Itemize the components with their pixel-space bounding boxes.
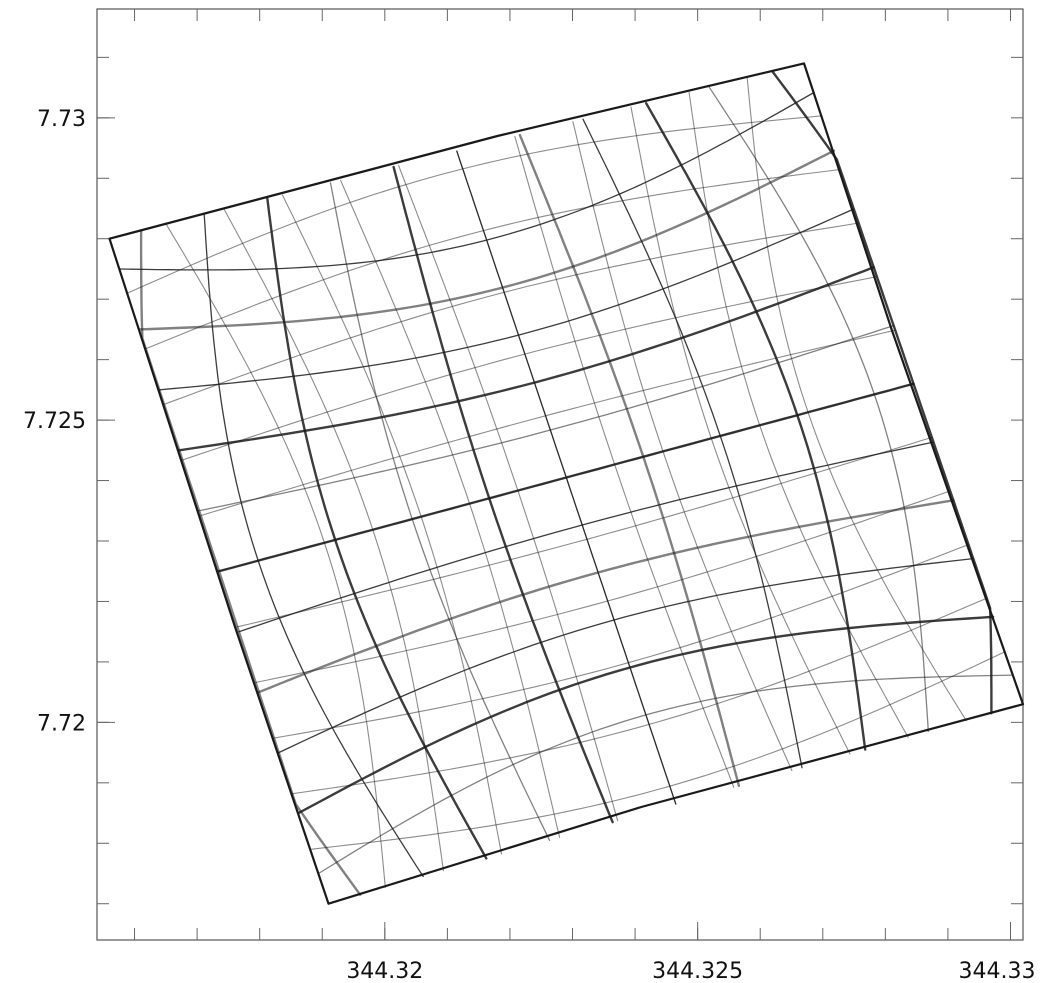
y-tick-label: 7.73 <box>37 107 86 132</box>
scan-boundary-line <box>108 62 1025 905</box>
axis-tick-labels: 344.32 344.325 344.33 7.73 7.725 7.72 <box>23 107 1035 983</box>
scan-curve <box>163 222 860 405</box>
y-tick-label: 7.72 <box>37 711 86 736</box>
scan-curve <box>181 276 878 461</box>
scan-curve <box>317 674 1014 875</box>
scan-curve <box>238 441 935 633</box>
scan-curve <box>218 383 915 572</box>
scan-curve <box>255 490 951 684</box>
scan-curve <box>273 544 970 739</box>
scan-curve <box>198 324 895 512</box>
x-tick-label: 344.325 <box>652 959 743 983</box>
scan-curve <box>158 208 855 391</box>
plot-frame <box>96 8 1024 941</box>
scan-curve <box>200 329 896 517</box>
scan-curve <box>145 168 841 350</box>
y-tick-label: 7.725 <box>23 409 86 434</box>
x-tick-label: 344.33 <box>959 959 1036 983</box>
scan-curve <box>291 597 988 795</box>
scan-curve <box>138 149 836 331</box>
scan-curve <box>236 436 933 628</box>
scan-curve <box>278 557 974 754</box>
axis-ticks <box>97 9 1023 940</box>
scan-curve <box>297 615 995 815</box>
x-tick-label: 344.32 <box>346 959 423 983</box>
scan-curves <box>108 62 1025 905</box>
scan-curve <box>257 499 955 694</box>
scan-curve <box>126 115 823 294</box>
scan-curve <box>310 651 1006 850</box>
scan-curve <box>178 266 875 452</box>
scan-curve <box>118 91 815 271</box>
